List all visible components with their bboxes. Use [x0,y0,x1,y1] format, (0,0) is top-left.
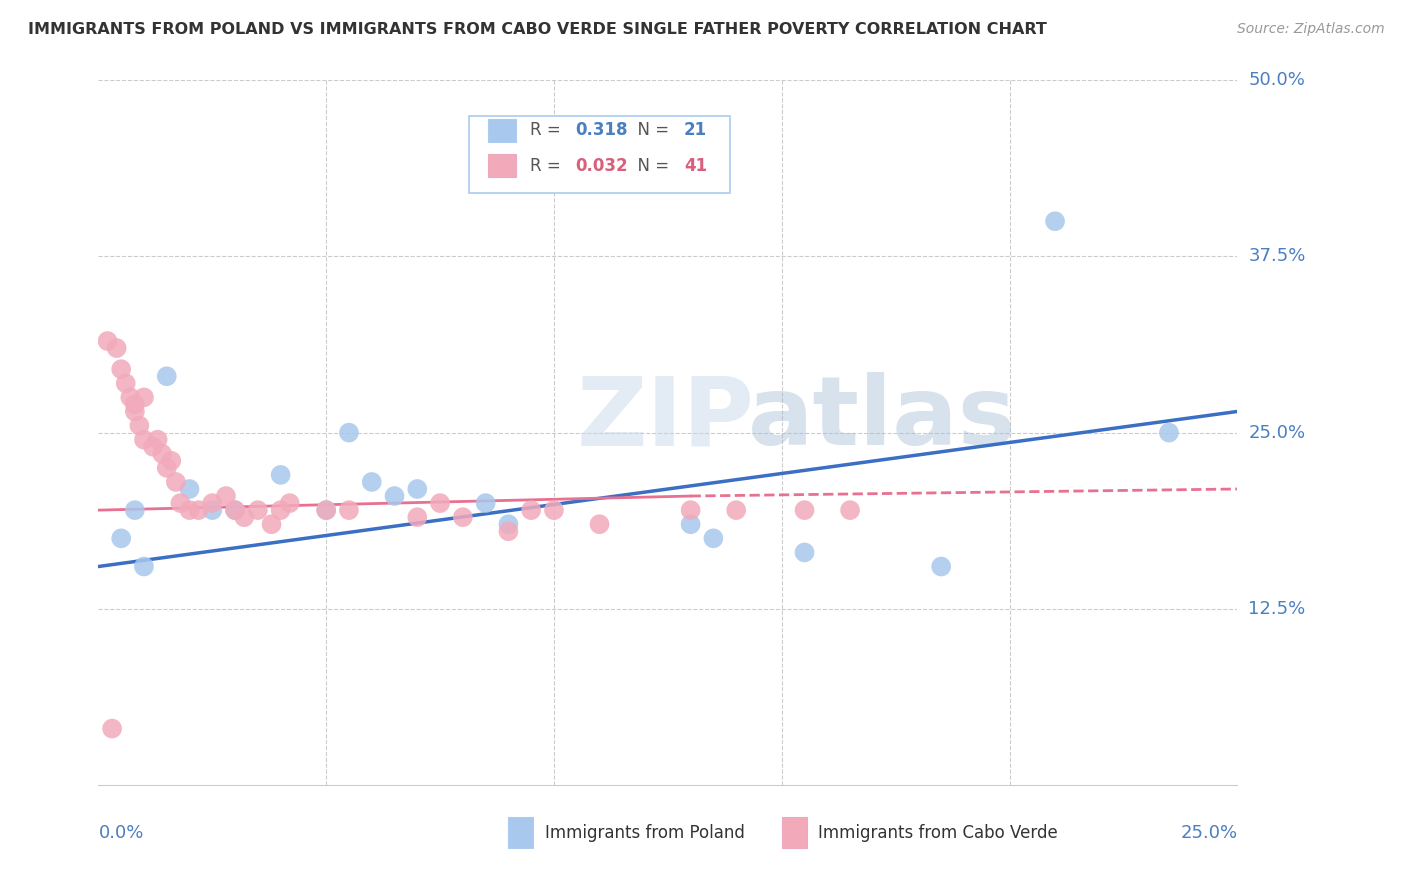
Point [360,475,382,489]
Point [150,447,173,461]
Point [124,404,146,418]
Point [278,496,301,510]
Point [588,517,610,532]
Point [725,503,748,517]
Point [337,425,360,440]
Text: 50.0%: 50.0% [1249,71,1305,89]
Point [114,376,136,391]
Bar [488,119,516,142]
Point [520,503,543,517]
Point [132,391,155,405]
Point [165,475,187,489]
Point [793,545,815,559]
Text: atlas: atlas [748,372,1017,465]
Point [179,482,201,496]
Point [498,524,520,539]
Text: Source: ZipAtlas.com: Source: ZipAtlas.com [1237,22,1385,37]
Point [679,503,702,517]
Point [474,496,496,510]
Point [498,517,520,532]
Text: ZIP: ZIP [576,372,755,465]
Point [1043,214,1066,228]
Text: 0.0%: 0.0% [98,824,143,842]
Point [110,362,132,376]
Point [270,503,292,517]
Bar [782,817,807,848]
Point [146,433,169,447]
Text: 37.5%: 37.5% [1249,247,1306,266]
Text: Immigrants from Cabo Verde: Immigrants from Cabo Verde [818,823,1057,841]
Bar [488,154,516,177]
FancyBboxPatch shape [468,116,731,193]
Point [179,503,201,517]
Point [128,418,150,433]
Point [929,559,952,574]
Point [132,559,155,574]
Point [96,334,118,348]
Point [224,503,246,517]
Point [384,489,406,503]
Text: 41: 41 [683,157,707,175]
Point [679,517,702,532]
Text: R =: R = [530,157,567,175]
Point [160,454,183,468]
Text: 12.5%: 12.5% [1249,599,1306,618]
Point [132,433,155,447]
Point [406,482,429,496]
Point [120,391,142,405]
Point [451,510,474,524]
Point [187,503,209,517]
Text: 25.0%: 25.0% [1249,424,1306,442]
Point [1157,425,1180,440]
Point [543,503,565,517]
Point [201,496,224,510]
Point [233,510,256,524]
Point [156,369,179,384]
Point [110,532,132,546]
Text: R =: R = [530,121,567,139]
Text: N =: N = [627,157,675,175]
Point [839,503,862,517]
Text: IMMIGRANTS FROM POLAND VS IMMIGRANTS FROM CABO VERDE SINGLE FATHER POVERTY CORRE: IMMIGRANTS FROM POLAND VS IMMIGRANTS FRO… [28,22,1047,37]
Point [101,722,124,736]
Point [124,503,146,517]
Text: Immigrants from Poland: Immigrants from Poland [546,823,745,841]
Point [224,503,246,517]
Point [201,503,224,517]
Text: N =: N = [627,121,675,139]
Point [406,510,429,524]
Point [315,503,337,517]
Point [793,503,815,517]
Point [260,517,283,532]
Point [124,397,146,411]
Point [337,503,360,517]
Point [702,532,724,546]
Text: 0.032: 0.032 [575,157,628,175]
Point [156,460,179,475]
Text: 21: 21 [683,121,707,139]
Bar [509,817,533,848]
Point [429,496,451,510]
Point [315,503,337,517]
Point [215,489,238,503]
Text: 25.0%: 25.0% [1180,824,1237,842]
Point [246,503,269,517]
Point [270,467,292,482]
Point [169,496,191,510]
Point [105,341,128,355]
Text: 0.318: 0.318 [575,121,628,139]
Point [142,440,165,454]
